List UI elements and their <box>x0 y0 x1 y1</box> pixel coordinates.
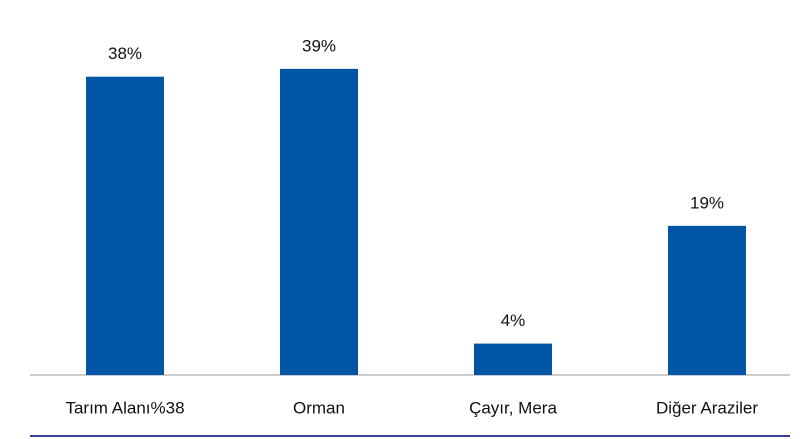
bar <box>280 68 358 375</box>
value-label: 38% <box>108 44 142 63</box>
x-tick-label: Çayır, Mera <box>469 398 557 417</box>
x-tick-label: Orman <box>293 398 345 417</box>
value-label: 39% <box>302 36 336 55</box>
x-tick-label: Diğer Araziler <box>656 398 758 417</box>
x-tick-label: Tarım Alanı%38 <box>65 398 184 417</box>
bar <box>86 76 164 375</box>
value-label: 4% <box>501 311 526 330</box>
bar <box>474 343 552 375</box>
bar <box>668 225 746 375</box>
value-label: 19% <box>690 193 724 212</box>
